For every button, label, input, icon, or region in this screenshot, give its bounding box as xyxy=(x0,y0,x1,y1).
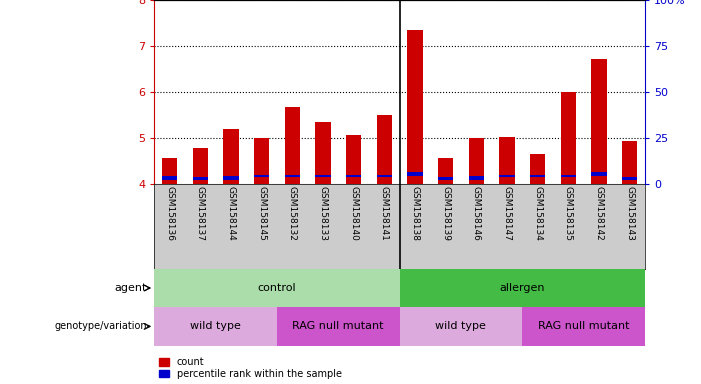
Text: GSM158135: GSM158135 xyxy=(564,186,573,241)
Text: GSM158147: GSM158147 xyxy=(503,186,512,241)
Bar xyxy=(376,175,392,177)
Bar xyxy=(499,175,515,177)
Text: control: control xyxy=(257,283,297,293)
Bar xyxy=(254,175,269,177)
Text: GSM158137: GSM158137 xyxy=(196,186,205,241)
Text: allergen: allergen xyxy=(500,283,545,293)
Text: GSM158136: GSM158136 xyxy=(165,186,174,241)
Bar xyxy=(193,177,208,180)
Bar xyxy=(154,269,400,307)
Bar xyxy=(400,269,645,307)
Bar xyxy=(162,157,177,184)
Bar xyxy=(254,138,269,184)
Bar xyxy=(530,154,545,184)
Bar xyxy=(346,175,361,177)
Text: GSM158142: GSM158142 xyxy=(594,186,604,241)
Bar xyxy=(407,30,423,184)
Bar xyxy=(193,148,208,184)
Bar xyxy=(407,172,423,176)
Text: agent: agent xyxy=(115,283,147,293)
Bar xyxy=(561,175,576,177)
Text: RAG null mutant: RAG null mutant xyxy=(292,321,384,331)
Bar xyxy=(376,115,392,184)
Bar xyxy=(162,177,177,180)
Bar xyxy=(468,177,484,180)
Text: GSM158146: GSM158146 xyxy=(472,186,481,241)
Text: GSM158133: GSM158133 xyxy=(318,186,327,241)
Text: GSM158132: GSM158132 xyxy=(287,186,297,241)
Text: GSM158134: GSM158134 xyxy=(533,186,542,241)
Bar xyxy=(438,177,454,180)
Text: GSM158143: GSM158143 xyxy=(625,186,634,241)
Bar xyxy=(622,141,637,184)
Bar xyxy=(285,175,300,177)
Bar xyxy=(530,175,545,177)
Bar xyxy=(591,59,606,184)
Bar xyxy=(154,307,277,346)
Legend: count, percentile rank within the sample: count, percentile rank within the sample xyxy=(159,357,341,379)
Bar xyxy=(522,307,645,346)
Bar xyxy=(277,307,400,346)
Bar xyxy=(315,122,331,184)
Bar xyxy=(400,307,522,346)
Text: RAG null mutant: RAG null mutant xyxy=(538,321,629,331)
Text: GSM158145: GSM158145 xyxy=(257,186,266,241)
Bar xyxy=(223,177,238,180)
Bar xyxy=(622,177,637,180)
Bar xyxy=(468,138,484,184)
Bar xyxy=(223,129,238,184)
Bar xyxy=(315,175,331,177)
Text: genotype/variation: genotype/variation xyxy=(55,321,147,331)
Bar xyxy=(499,137,515,184)
Text: GSM158139: GSM158139 xyxy=(441,186,450,241)
Text: wild type: wild type xyxy=(435,321,486,331)
Bar xyxy=(591,172,606,176)
Text: GSM158141: GSM158141 xyxy=(380,186,389,241)
Text: wild type: wild type xyxy=(190,321,241,331)
Bar xyxy=(438,157,454,184)
Text: GSM158138: GSM158138 xyxy=(410,186,419,241)
Bar xyxy=(285,107,300,184)
Text: GSM158144: GSM158144 xyxy=(226,186,236,241)
Bar xyxy=(346,134,361,184)
Text: GSM158140: GSM158140 xyxy=(349,186,358,241)
Bar xyxy=(561,92,576,184)
